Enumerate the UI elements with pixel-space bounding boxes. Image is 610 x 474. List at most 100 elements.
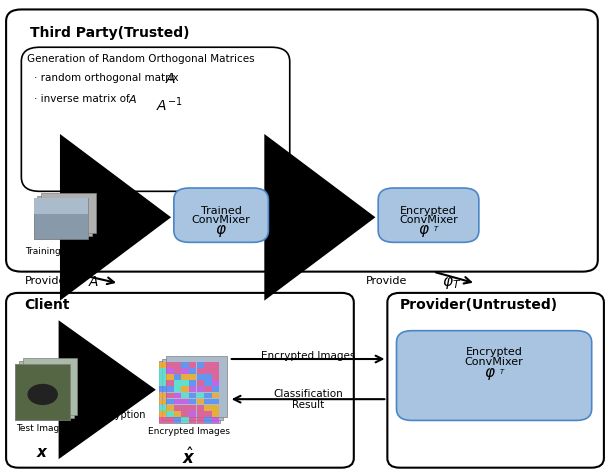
FancyBboxPatch shape [159, 386, 166, 392]
FancyBboxPatch shape [174, 417, 181, 423]
Text: Provider(Untrusted): Provider(Untrusted) [400, 298, 558, 311]
FancyBboxPatch shape [189, 380, 196, 386]
Text: ConvMixer: ConvMixer [192, 215, 251, 225]
Text: Transform: Transform [278, 228, 330, 238]
FancyBboxPatch shape [174, 392, 181, 398]
FancyBboxPatch shape [37, 196, 92, 236]
FancyBboxPatch shape [174, 188, 268, 242]
FancyBboxPatch shape [212, 374, 220, 380]
Text: Encryption: Encryption [93, 410, 145, 420]
Text: $\varphi_T$: $\varphi_T$ [442, 275, 462, 291]
FancyBboxPatch shape [174, 380, 181, 386]
Text: $\boldsymbol{A}$: $\boldsymbol{A}$ [91, 365, 104, 381]
FancyBboxPatch shape [166, 411, 174, 417]
FancyBboxPatch shape [189, 405, 196, 410]
FancyBboxPatch shape [174, 411, 181, 417]
FancyBboxPatch shape [196, 405, 204, 410]
Text: · inverse matrix of: · inverse matrix of [34, 94, 129, 104]
FancyBboxPatch shape [182, 405, 189, 410]
FancyBboxPatch shape [15, 364, 70, 420]
FancyBboxPatch shape [196, 386, 204, 392]
FancyBboxPatch shape [387, 293, 604, 468]
FancyBboxPatch shape [159, 362, 166, 367]
FancyBboxPatch shape [212, 386, 220, 392]
FancyBboxPatch shape [196, 368, 204, 374]
FancyBboxPatch shape [212, 392, 220, 398]
FancyBboxPatch shape [196, 392, 204, 398]
FancyBboxPatch shape [204, 374, 212, 380]
FancyBboxPatch shape [159, 380, 166, 386]
Text: Test Images: Test Images [16, 424, 70, 433]
Text: $A$: $A$ [128, 93, 137, 105]
FancyBboxPatch shape [34, 199, 88, 238]
Text: $\boldsymbol{x}$: $\boldsymbol{x}$ [36, 445, 49, 460]
FancyBboxPatch shape [196, 411, 204, 417]
Text: $_T$: $_T$ [434, 224, 440, 234]
Text: Encrypted: Encrypted [400, 207, 457, 217]
Text: $A$: $A$ [165, 72, 176, 86]
FancyBboxPatch shape [182, 417, 189, 423]
FancyBboxPatch shape [396, 331, 592, 420]
Text: $A^{-1}$: $A^{-1}$ [156, 95, 182, 114]
FancyBboxPatch shape [41, 193, 96, 233]
Text: Generation of Random Orthogonal Matrices: Generation of Random Orthogonal Matrices [27, 55, 255, 64]
Text: Third Party(Trusted): Third Party(Trusted) [30, 26, 190, 40]
FancyBboxPatch shape [204, 392, 212, 398]
FancyBboxPatch shape [204, 405, 212, 410]
FancyBboxPatch shape [196, 374, 204, 380]
FancyBboxPatch shape [196, 417, 204, 423]
Text: $A^{-1}$: $A^{-1}$ [290, 201, 317, 219]
FancyBboxPatch shape [212, 380, 220, 386]
Text: Trained: Trained [201, 207, 242, 217]
FancyBboxPatch shape [19, 361, 74, 418]
FancyBboxPatch shape [204, 368, 212, 374]
Text: Encrypted: Encrypted [465, 347, 523, 357]
Text: $_T$: $_T$ [500, 367, 506, 377]
FancyBboxPatch shape [189, 411, 196, 417]
FancyBboxPatch shape [15, 364, 70, 420]
Text: $\varphi$: $\varphi$ [215, 223, 227, 239]
FancyBboxPatch shape [174, 368, 181, 374]
FancyBboxPatch shape [34, 199, 88, 213]
FancyBboxPatch shape [166, 356, 227, 417]
Text: $\varphi$: $\varphi$ [418, 223, 430, 239]
FancyBboxPatch shape [159, 361, 220, 423]
Text: Encrypted Images: Encrypted Images [148, 427, 230, 436]
Ellipse shape [27, 384, 58, 405]
FancyBboxPatch shape [166, 399, 174, 404]
FancyBboxPatch shape [196, 399, 204, 404]
FancyBboxPatch shape [196, 362, 204, 367]
FancyBboxPatch shape [159, 392, 166, 398]
Text: Encrypted Images: Encrypted Images [261, 350, 355, 361]
Text: · random orthogonal matrix: · random orthogonal matrix [34, 73, 178, 83]
FancyBboxPatch shape [159, 368, 166, 374]
FancyBboxPatch shape [204, 380, 212, 386]
FancyBboxPatch shape [182, 386, 189, 392]
FancyBboxPatch shape [23, 358, 77, 415]
FancyBboxPatch shape [159, 405, 166, 410]
FancyBboxPatch shape [204, 417, 212, 423]
FancyBboxPatch shape [166, 374, 174, 380]
FancyBboxPatch shape [204, 362, 212, 367]
Text: Classification
Result: Classification Result [273, 389, 343, 410]
FancyBboxPatch shape [182, 368, 189, 374]
FancyBboxPatch shape [21, 47, 290, 191]
FancyBboxPatch shape [159, 411, 166, 417]
FancyBboxPatch shape [166, 368, 174, 374]
FancyBboxPatch shape [174, 362, 181, 367]
FancyBboxPatch shape [204, 399, 212, 404]
Text: Train: Train [121, 228, 147, 238]
Text: $A$: $A$ [88, 275, 99, 289]
FancyBboxPatch shape [159, 374, 166, 380]
FancyBboxPatch shape [166, 386, 174, 392]
FancyBboxPatch shape [166, 362, 174, 367]
FancyBboxPatch shape [378, 188, 479, 242]
FancyBboxPatch shape [166, 380, 174, 386]
FancyBboxPatch shape [212, 411, 220, 417]
FancyBboxPatch shape [204, 386, 212, 392]
FancyBboxPatch shape [6, 9, 598, 272]
Text: $\varphi$: $\varphi$ [484, 366, 496, 382]
FancyBboxPatch shape [189, 368, 196, 374]
FancyBboxPatch shape [159, 417, 166, 423]
FancyBboxPatch shape [182, 411, 189, 417]
